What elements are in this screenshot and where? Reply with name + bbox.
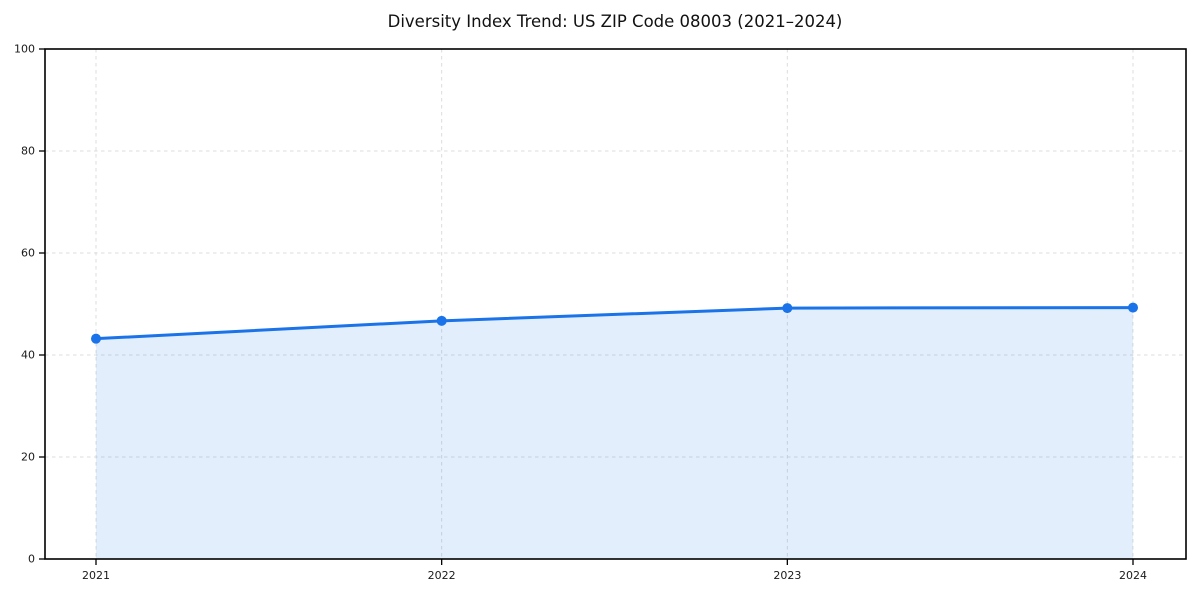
data-point-markers (91, 302, 1138, 344)
gridlines (45, 48, 1186, 560)
data-point-2021 (91, 333, 101, 344)
axis-ticks (39, 48, 1134, 565)
x-tick-label-2024: 2024 (1119, 569, 1147, 582)
data-point-2023 (782, 303, 793, 314)
x-tick-label-2023: 2023 (773, 569, 801, 582)
y-tick-label-60: 60 (21, 247, 35, 260)
x-tick-label-2021: 2021 (82, 569, 110, 582)
trend-line-group (94, 306, 1135, 341)
y-tick-label-80: 80 (21, 145, 35, 158)
y-tick-label-40: 40 (21, 349, 35, 362)
data-point-2022 (436, 315, 447, 326)
x-tick-label-2022: 2022 (428, 569, 456, 582)
data-point-2024 (1128, 302, 1138, 313)
area-fill-group (96, 307, 1133, 559)
chart-title: Diversity Index Trend: US ZIP Code 08003… (388, 12, 843, 31)
axis-tick-labels: 0 20 40 60 80 100 2021 2022 2023 2024 (14, 43, 1147, 583)
trend-line (94, 306, 1135, 341)
area-fill (96, 307, 1133, 559)
y-tick-label-20: 20 (21, 451, 35, 464)
y-tick-label-100: 100 (14, 43, 35, 56)
y-tick-label-0: 0 (28, 553, 35, 566)
plot-border (44, 48, 1187, 560)
